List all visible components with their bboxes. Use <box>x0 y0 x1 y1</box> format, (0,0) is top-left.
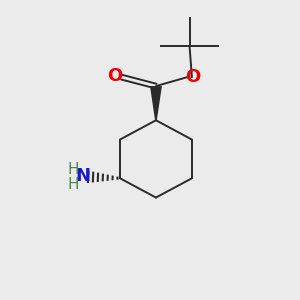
Text: N: N <box>76 167 91 185</box>
Polygon shape <box>150 86 162 120</box>
Text: O: O <box>108 67 123 85</box>
Text: H: H <box>68 177 79 192</box>
Text: H: H <box>68 162 79 177</box>
Text: O: O <box>185 68 201 85</box>
